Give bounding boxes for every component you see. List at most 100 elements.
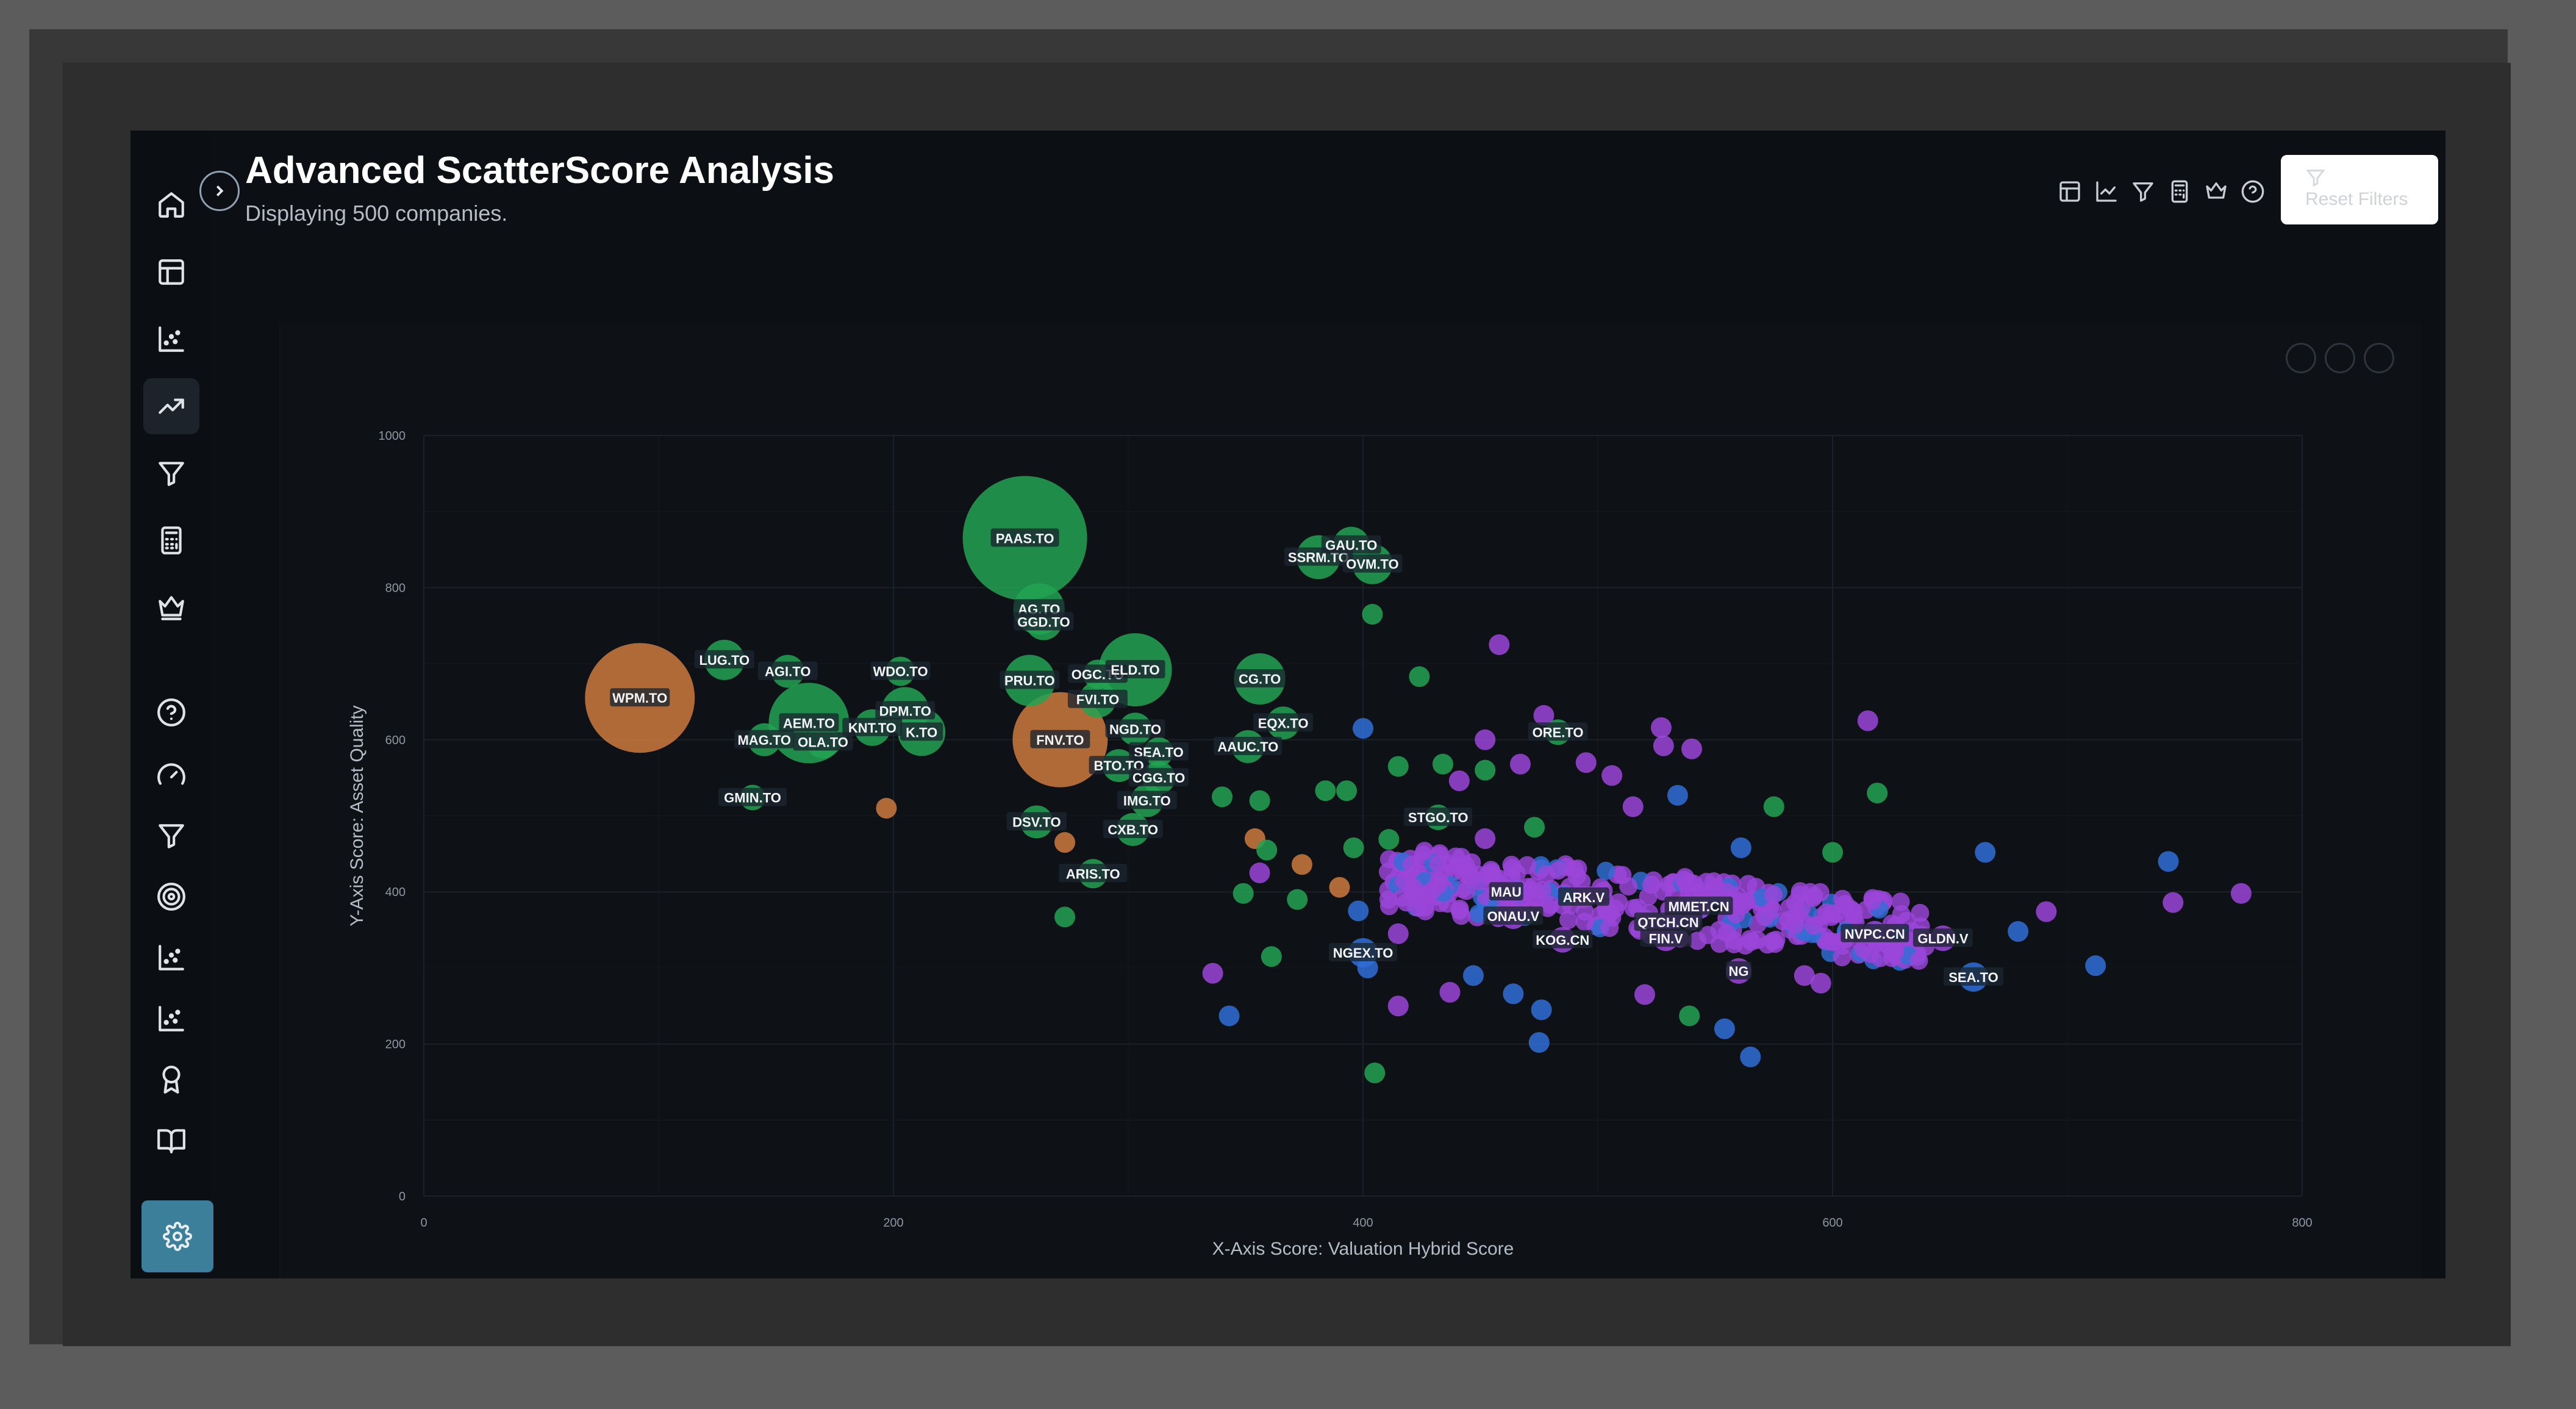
scatter-point: [1597, 861, 1615, 880]
point-label-bg: [1129, 768, 1189, 787]
calculator-icon[interactable]: [2161, 173, 2198, 210]
table-icon[interactable]: [2052, 173, 2088, 210]
settings-button[interactable]: [141, 1200, 213, 1272]
scatter-icon[interactable]: [143, 991, 199, 1047]
point-label: DPM.TO: [879, 703, 931, 719]
scatter-point: [1415, 842, 1434, 861]
point-label-bg: [1342, 554, 1403, 573]
point-label: FVI.TO: [1076, 692, 1120, 708]
scatter-icon[interactable]: [143, 311, 199, 367]
point-label: GAU.TO: [1325, 538, 1377, 553]
point-label: DSV.TO: [1012, 814, 1061, 830]
x-tick-label: 800: [2292, 1216, 2312, 1230]
scatter-point: [1329, 877, 1350, 898]
point-label: FNV.TO: [1036, 733, 1084, 748]
point-label-bg: [1000, 670, 1060, 689]
scatter-point: [1054, 906, 1076, 928]
point-label: GLDN.V: [1917, 931, 1968, 946]
table-icon[interactable]: [143, 244, 199, 300]
scatter-point: [2036, 901, 2057, 922]
scatter-point: [1387, 923, 1409, 944]
point-label-bg: [1234, 669, 1286, 688]
scatter-point: [1883, 941, 1905, 962]
reset-zoom-icon[interactable]: [2364, 343, 2394, 373]
point-label: ARK.V: [1563, 890, 1605, 905]
scatter-point: [1524, 817, 1545, 838]
zoom-in-icon[interactable]: [2286, 343, 2316, 373]
scatter-point: [1202, 963, 1223, 984]
point-label: KNT.TO: [848, 720, 896, 736]
scatter-point: [1857, 710, 1878, 731]
sidebar-toggle-button[interactable]: [199, 171, 240, 211]
point-label-bg: [1214, 737, 1283, 756]
home-icon[interactable]: [143, 177, 199, 233]
scatter-point: [2158, 851, 2179, 872]
scatter-point: [1249, 862, 1270, 884]
scatter-point: [1572, 872, 1591, 891]
scatter-point: [1448, 770, 1470, 792]
filter-icon[interactable]: [143, 808, 199, 864]
point-label-bg: [1329, 942, 1397, 961]
reset-filters-button[interactable]: Reset Filters: [2281, 155, 2438, 224]
point-label: KOG.CN: [1536, 933, 1589, 948]
scatter-point: [1362, 604, 1383, 625]
scatter-point: [1531, 999, 1552, 1020]
filter-icon[interactable]: [143, 445, 199, 501]
scatter-point: [1348, 900, 1369, 922]
scatter-point: [1528, 1032, 1550, 1053]
point-label: CGG.TO: [1132, 770, 1185, 786]
scatter-point: [1387, 756, 1409, 777]
point-label-bg: [1664, 896, 1733, 915]
point-label-bg: [1059, 864, 1128, 883]
point-label: ARIS.TO: [1066, 866, 1120, 881]
line-chart-icon[interactable]: [2088, 173, 2125, 210]
scatter-point: [1867, 783, 1888, 804]
scatter-point: [1681, 738, 1702, 759]
scatter-point: [1634, 984, 1655, 1005]
help-icon[interactable]: [2234, 173, 2271, 210]
target-icon[interactable]: [143, 869, 199, 925]
book-icon[interactable]: [143, 1113, 199, 1169]
calculator-icon[interactable]: [143, 512, 199, 568]
filter-icon[interactable]: [2125, 173, 2161, 210]
point-label: AGI.TO: [765, 664, 810, 679]
point-label: QTCH.CN: [1637, 915, 1698, 930]
point-label: ELD.TO: [1111, 662, 1159, 678]
point-label-bg: [734, 730, 795, 748]
axis-ticks: 0 200 400 600 800 0 200 400 600 800 1000: [379, 429, 2313, 1230]
settings-icon: [163, 1222, 192, 1251]
scatter-point: [1518, 856, 1537, 875]
scatter-point: [1909, 951, 1928, 970]
zoom-out-icon[interactable]: [2325, 343, 2355, 373]
award-icon[interactable]: [143, 1052, 199, 1108]
scatter-point: [1575, 912, 1594, 931]
point-label-bg: [1640, 928, 1692, 947]
point-label-bg: [1483, 906, 1544, 925]
point-label: AAUC.TO: [1217, 739, 1278, 755]
scatter-point: [1653, 735, 1674, 756]
scatter-point: [1423, 881, 1442, 900]
scatter-point: [1218, 1005, 1240, 1027]
point-label-bg: [1558, 887, 1609, 906]
scatter-point: [1364, 1062, 1386, 1083]
scatter-point: [1475, 759, 1496, 781]
point-label-bg: [718, 787, 787, 806]
help-icon[interactable]: [143, 684, 199, 740]
point-label-bg: [1404, 807, 1473, 826]
scatter-point: [1639, 887, 1658, 906]
crown-icon[interactable]: [2198, 173, 2234, 210]
scatter-point: [1975, 842, 1996, 863]
scatter-icon[interactable]: [143, 930, 199, 986]
crown-icon[interactable]: [143, 579, 199, 636]
scatter-point: [1763, 900, 1782, 919]
chevron-right-icon: [216, 185, 224, 196]
scatter-point: [1804, 916, 1823, 935]
trending-up-icon[interactable]: [143, 378, 199, 434]
scatter-point: [1714, 1018, 1735, 1039]
scatter-point: [1429, 854, 1448, 873]
scatter-point: [1679, 1005, 1700, 1027]
scatter-point: [2085, 955, 2106, 977]
gauge-icon[interactable]: [143, 747, 199, 803]
point-label: OLA.TO: [798, 735, 848, 750]
point-label-bg: [1841, 923, 1909, 942]
